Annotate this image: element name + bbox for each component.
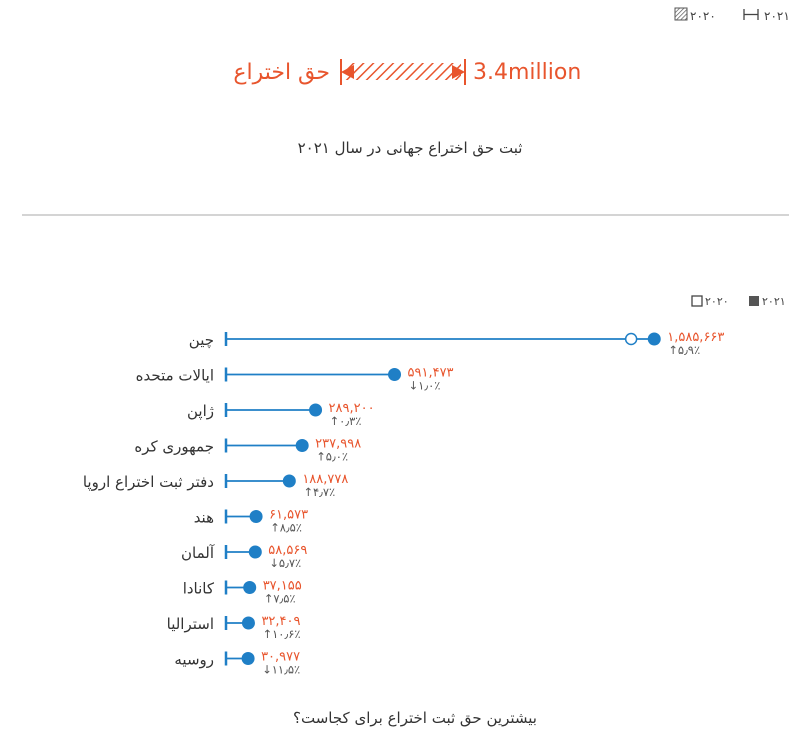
change-label: ↑۵٫۰٪: [316, 450, 348, 464]
category-label: ژاپن: [187, 402, 214, 421]
chart-row: کانادا ۳۷,۱۵۵↑۷٫۵٪: [183, 579, 302, 606]
chart-row: چین ۱,۵۸۵,۶۶۳↑۵٫۹٪: [189, 330, 725, 357]
chart-row: استرالیا ۳۲,۴۰۹↑۱۰٫۶٪: [167, 614, 301, 641]
change-label: ↑۵٫۹٪: [668, 343, 700, 357]
point-2021: [388, 368, 402, 381]
legend-2020-label: ۲۰۲۰: [705, 295, 729, 308]
summary: حق اختراع 3.4million ثبت حق اختراع جهانی…: [233, 59, 581, 157]
change-label: ↑۱۰٫۶٪: [262, 627, 300, 641]
value-label: ۱۸۸,۷۷۸: [302, 472, 348, 487]
category-label: دفتر ثبت اختراع اروپا: [83, 473, 214, 492]
point-2021: [647, 332, 661, 346]
change-label: ↑۰٫۳٪: [330, 414, 362, 428]
legend-2020-swatch: [691, 295, 703, 307]
point-2021: [248, 545, 262, 559]
legend-2021-swatch: [749, 296, 759, 306]
chart-row: ایالات متحده ۵۹۱,۴۷۳↓۱٫۰٪: [136, 366, 454, 393]
change-label: ↑۴٫۷٪: [303, 485, 335, 499]
summary-caption: ثبت حق اختراع جهانی در سال ۲۰۲۱: [298, 139, 523, 157]
point-2020: [624, 332, 638, 346]
point-2021: [309, 403, 323, 417]
chart-row: آلمان ۵۸,۵۶۹↓۵٫۷٪: [181, 543, 307, 570]
point-2021: [249, 510, 263, 523]
point-2021: [241, 652, 255, 665]
change-label: ↑۷٫۵٪: [264, 592, 296, 606]
value-label: ۱,۵۸۵,۶۶۳: [667, 330, 724, 345]
point-2021: [282, 474, 296, 488]
summary-range-bar: [340, 59, 466, 85]
value-label: ۳۲,۴۰۹: [261, 614, 300, 629]
summary-value: 3.4million: [473, 60, 581, 85]
chart-plot: چین ۱,۵۸۵,۶۶۳↑۵٫۹٪ ایالات متحده ۵۹۱,۴۷۳↓۱٫۰…: [83, 330, 725, 677]
point-2021: [243, 581, 257, 594]
chart-row: دفتر ثبت اختراع اروپا ۱۸۸,۷۷۸↑۴٫۷٪: [83, 472, 349, 499]
category-label: چین: [189, 331, 214, 349]
chart-title: بیشترین حق ثبت اختراع برای کجاست؟: [293, 709, 537, 727]
value-label: ۵۹۱,۴۷۳: [408, 366, 454, 381]
chart-row: جمهوری کره ۲۳۷,۹۹۸↑۵٫۰٪: [134, 437, 361, 464]
chart-row: روسیه ۳۰,۹۷۷↓۱۱٫۵٪: [174, 650, 300, 677]
value-label: ۳۷,۱۵۵: [263, 579, 302, 594]
point-2021: [295, 439, 309, 452]
category-label: استرالیا: [167, 615, 214, 633]
legend-2021-label: ۲۰۲۱: [762, 295, 786, 308]
hatched-square-icon: [674, 7, 688, 21]
category-label: روسیه: [174, 651, 214, 669]
category-label: ایالات متحده: [136, 367, 214, 385]
change-label: ↑۸٫۵٪: [270, 521, 302, 535]
change-label: ↓۱٫۰٪: [409, 379, 441, 393]
change-label: ↓۱۱٫۵٪: [262, 663, 300, 677]
value-label: ۲۸۹,۲۰۰: [329, 401, 375, 416]
value-label: ۶۱,۵۷۳: [269, 508, 308, 523]
point-2021: [241, 616, 255, 630]
top-legend-2021-label: ۲۰۲۱: [764, 9, 790, 23]
top-legend-2021: ۲۰۲۱: [743, 9, 790, 23]
category-label: هند: [194, 509, 214, 527]
category-label: آلمان: [181, 544, 215, 562]
top-legend-2020: ۲۰۲۰: [674, 7, 716, 23]
summary-label: حق اختراع: [233, 60, 330, 85]
category-label: جمهوری کره: [134, 438, 214, 456]
chart-legend: ۲۰۲۱ ۲۰۲۰: [691, 295, 786, 308]
top-legend-2020-label: ۲۰۲۰: [690, 9, 716, 23]
value-label: ۲۳۷,۹۹۸: [315, 437, 361, 452]
chart-row: ژاپن ۲۸۹,۲۰۰↑۰٫۳٪: [187, 401, 375, 428]
top-legend: ۲۰۲۱ ۲۰۲۰: [674, 7, 790, 23]
change-label: ↓۵٫۷٪: [269, 556, 301, 570]
span-arrow-icon: [743, 9, 759, 20]
value-label: ۳۰,۹۷۷: [261, 650, 300, 665]
chart-row: هند ۶۱,۵۷۳↑۸٫۵٪: [194, 508, 308, 535]
category-label: کانادا: [183, 580, 215, 598]
value-label: ۵۸,۵۶۹: [268, 543, 307, 558]
